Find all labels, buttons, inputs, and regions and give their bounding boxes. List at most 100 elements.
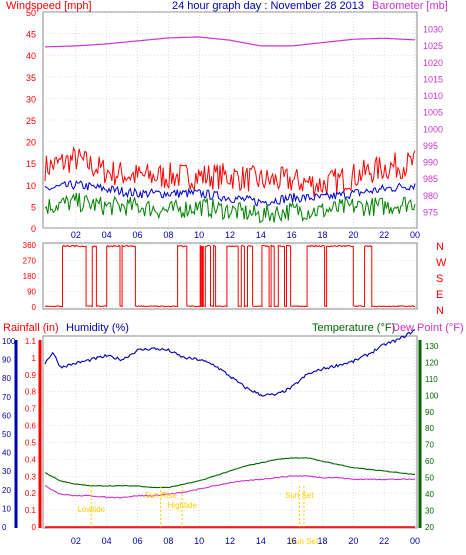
humidity-tick: 40 [2, 449, 11, 458]
wind-panel-grid [43, 11, 417, 229]
hour-tick: 04 [102, 536, 112, 546]
windspeed-tick: 45 [26, 30, 36, 40]
wind-panel-hour-labels: 02 04 06 08 10 12 14 16 18 20 22 00 [71, 230, 420, 240]
hour-tick: 00 [410, 230, 420, 240]
hour-tick: 06 [132, 536, 142, 546]
climate-panel-hour-labels: 02 04 06 08 10 12 14 16 18 20 22 00 [71, 536, 420, 546]
rain-tick: 0.3 [25, 472, 37, 481]
hour-tick: 22 [379, 536, 389, 546]
barometer-tick: 1005 [423, 108, 443, 118]
barometer-tick: 1030 [423, 25, 443, 35]
barometer-tick: 1020 [423, 58, 443, 68]
hour-tick: 10 [194, 536, 204, 546]
hour-tick: 14 [256, 230, 266, 240]
hour-tick: 08 [163, 230, 173, 240]
hour-tick: 02 [71, 536, 81, 546]
hour-tick: 12 [225, 230, 235, 240]
temperature-tick: 20 [425, 523, 434, 532]
humidity-tick: 20 [2, 486, 11, 495]
annotation-label: Sun Rise [144, 491, 177, 500]
temperature-tick: 110 [425, 375, 438, 384]
humidity-tick: 90 [2, 356, 11, 365]
series-line-0 [44, 146, 416, 197]
temperature-tick: 70 [425, 441, 434, 450]
hour-tick: 14 [256, 536, 266, 546]
direction-panel-series [44, 244, 415, 308]
barometer-tick: 1000 [423, 124, 443, 134]
hour-tick: 22 [379, 230, 389, 240]
dewpoint-line [44, 475, 416, 499]
climate-panel-grid [43, 336, 417, 528]
barometer-tick: 990 [423, 158, 438, 168]
wind-direction-line [44, 244, 415, 308]
humidity-tick-labels: 0 10 20 30 40 50 60 70 80 90 100 [2, 337, 16, 532]
windspeed-tick: 5 [31, 202, 36, 212]
direction-degree-labels: 360 270 180 90 0 [23, 241, 37, 312]
windspeed-tick: 25 [26, 116, 36, 126]
temperature-tick: 40 [425, 490, 434, 499]
graph-title: 24 hour graph day : November 28 2013 [172, 0, 364, 12]
hour-tick: 08 [163, 536, 173, 546]
barometer-tick: 985 [423, 174, 438, 184]
rain-tick: 1.1 [25, 337, 37, 346]
humidity-tick: 60 [2, 411, 11, 420]
temperature-tick: 130 [425, 342, 439, 351]
humidity-line [44, 329, 416, 397]
dewpoint-legend: Dew Point (°F) [392, 322, 464, 334]
barometer-tick: 995 [423, 141, 438, 151]
hour-tick: 18 [317, 536, 327, 546]
hour-tick: 12 [225, 536, 235, 546]
hour-tick: 00 [410, 536, 420, 546]
barometer-axis-title: Barometer [mb] [372, 0, 448, 12]
annotation-label: Lowtide [77, 505, 105, 514]
rainfall-tick-labels: 0 0.1 0.2 0.3 0.4 0.5 0.6 0.7 0.8 0.9 1 1.1 [25, 337, 37, 532]
annotation-label: Hightide [168, 501, 198, 510]
rain-tick: 0.8 [25, 388, 37, 397]
temperature-tick: 90 [425, 408, 434, 417]
annotation-label: Sun Set [290, 537, 319, 546]
temperature-tick: 50 [425, 474, 434, 483]
windspeed-tick: 50 [26, 8, 36, 18]
temperature-tick: 80 [425, 424, 434, 433]
hour-tick: 18 [317, 230, 327, 240]
degree-tick: 0 [32, 303, 37, 312]
degree-tick: 90 [27, 288, 36, 297]
rainfall-legend: Rainfall (in) [3, 322, 59, 334]
humidity-tick: 0 [2, 523, 7, 532]
windspeed-tick: 40 [26, 51, 36, 61]
compass-tick: N [436, 241, 444, 253]
windspeed-tick: 15 [26, 159, 36, 169]
windspeed-axis-title: Windspeed [mph] [6, 0, 92, 12]
barometer-tick: 1025 [423, 41, 443, 51]
barometer-tick: 1010 [423, 91, 443, 101]
climate-panel-series [44, 329, 416, 528]
wind-panel-series [44, 36, 416, 224]
hour-tick: 06 [132, 230, 142, 240]
temperature-tick-labels: 20 30 40 50 60 70 80 90 100 110 120 130 [425, 342, 439, 532]
barometer-line [44, 36, 416, 48]
windspeed-tick: 0 [31, 224, 36, 234]
humidity-tick: 50 [2, 430, 11, 439]
barometer-tick: 1015 [423, 74, 443, 84]
degree-tick: 270 [23, 257, 37, 266]
hour-tick: 04 [102, 230, 112, 240]
temperature-legend: Temperature (°F) [312, 322, 395, 334]
humidity-legend: Humidity (%) [66, 322, 129, 334]
windspeed-tick: 10 [26, 181, 36, 191]
rain-tick: 0.7 [25, 405, 37, 414]
humidity-tick: 100 [2, 337, 16, 346]
windspeed-tick: 35 [26, 73, 36, 83]
humidity-tick: 80 [2, 374, 11, 383]
barometer-tick-labels: 975 980 985 990 995 1000 1005 1010 1015 1020 1025 1… [423, 25, 443, 218]
compass-tick: N [436, 305, 444, 317]
humidity-tick: 30 [2, 467, 11, 476]
windspeed-tick: 20 [26, 138, 36, 148]
direction-panel-grid [43, 244, 417, 308]
degree-tick: 360 [23, 241, 37, 250]
humidity-tick: 10 [2, 504, 11, 513]
rain-tick: 0.1 [25, 506, 37, 515]
temperature-tick: 100 [425, 391, 439, 400]
rain-tick: 0.4 [25, 455, 37, 464]
